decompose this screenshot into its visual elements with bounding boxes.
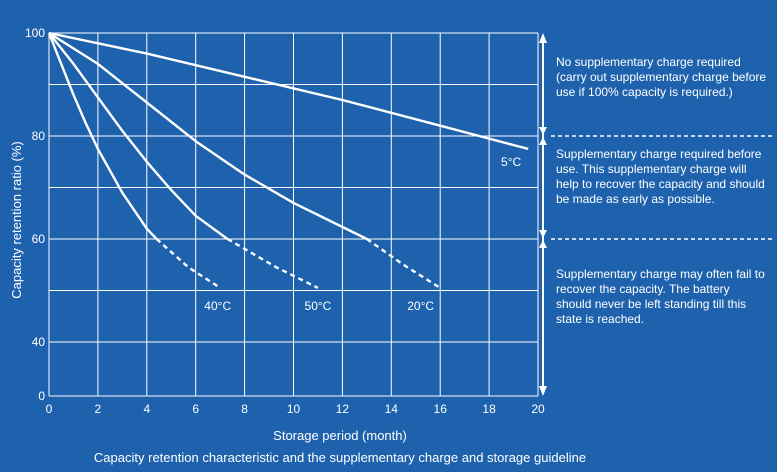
x-tick-label: 18	[482, 402, 496, 416]
series-lines	[47, 31, 529, 289]
series-label-40c: 40°C	[204, 299, 231, 313]
guideline-charge-may-fail: Supplementary charge may often fail to r…	[556, 267, 765, 326]
grid	[48, 32, 539, 397]
series-dash-50c	[226, 237, 319, 289]
series-line-20c	[48, 31, 368, 241]
series-line-50c	[48, 32, 229, 240]
zone-arrow-top	[539, 33, 547, 43]
x-tick-label: 16	[434, 402, 448, 416]
tick-labels: 0 2 4 6 8 10 12 14 16 18 20 0 40 60 80 100	[25, 26, 545, 416]
x-tick-label: 0	[46, 402, 53, 416]
series-label-50c: 50°C	[305, 299, 332, 313]
x-tick-label: 10	[287, 402, 301, 416]
y-tick-label: 100	[25, 26, 45, 40]
series-line-40c	[47, 32, 158, 240]
zone-arrow-down	[539, 230, 547, 238]
x-tick-label: 6	[192, 402, 199, 416]
series-dash-20c	[366, 238, 441, 289]
guideline-charge-required: Supplementary charge required before use…	[556, 147, 765, 206]
series-labels: 5°C 20°C 50°C 40°C	[204, 155, 521, 313]
y-axis-label: Capacity retention ratio (%)	[9, 141, 24, 299]
x-tick-label: 2	[95, 402, 102, 416]
x-axis-label: Storage period (month)	[273, 428, 407, 443]
zone-arrow-down	[539, 127, 547, 135]
zone-arrow-up	[539, 240, 547, 248]
series-label-5c: 5°C	[501, 155, 521, 169]
zone-markers	[539, 33, 772, 396]
zone-arrow-up	[539, 137, 547, 145]
y-tick-label: 0	[38, 389, 45, 403]
y-tick-label: 40	[32, 335, 46, 349]
x-tick-label: 4	[143, 402, 150, 416]
series-dash-40c	[155, 238, 221, 289]
y-tick-label: 60	[32, 232, 46, 246]
x-tick-label: 20	[531, 402, 545, 416]
chart-caption: Capacity retention characteristic and th…	[94, 450, 586, 465]
series-line-5c	[48, 31, 529, 151]
guideline-no-charge: No supplementary charge required (carry …	[556, 55, 767, 99]
x-tick-label: 12	[336, 402, 350, 416]
x-tick-label: 8	[241, 402, 248, 416]
series-label-20c: 20°C	[407, 299, 434, 313]
y-tick-label: 80	[32, 129, 46, 143]
zone-arrow-bottom	[539, 386, 547, 396]
x-tick-label: 14	[385, 402, 399, 416]
